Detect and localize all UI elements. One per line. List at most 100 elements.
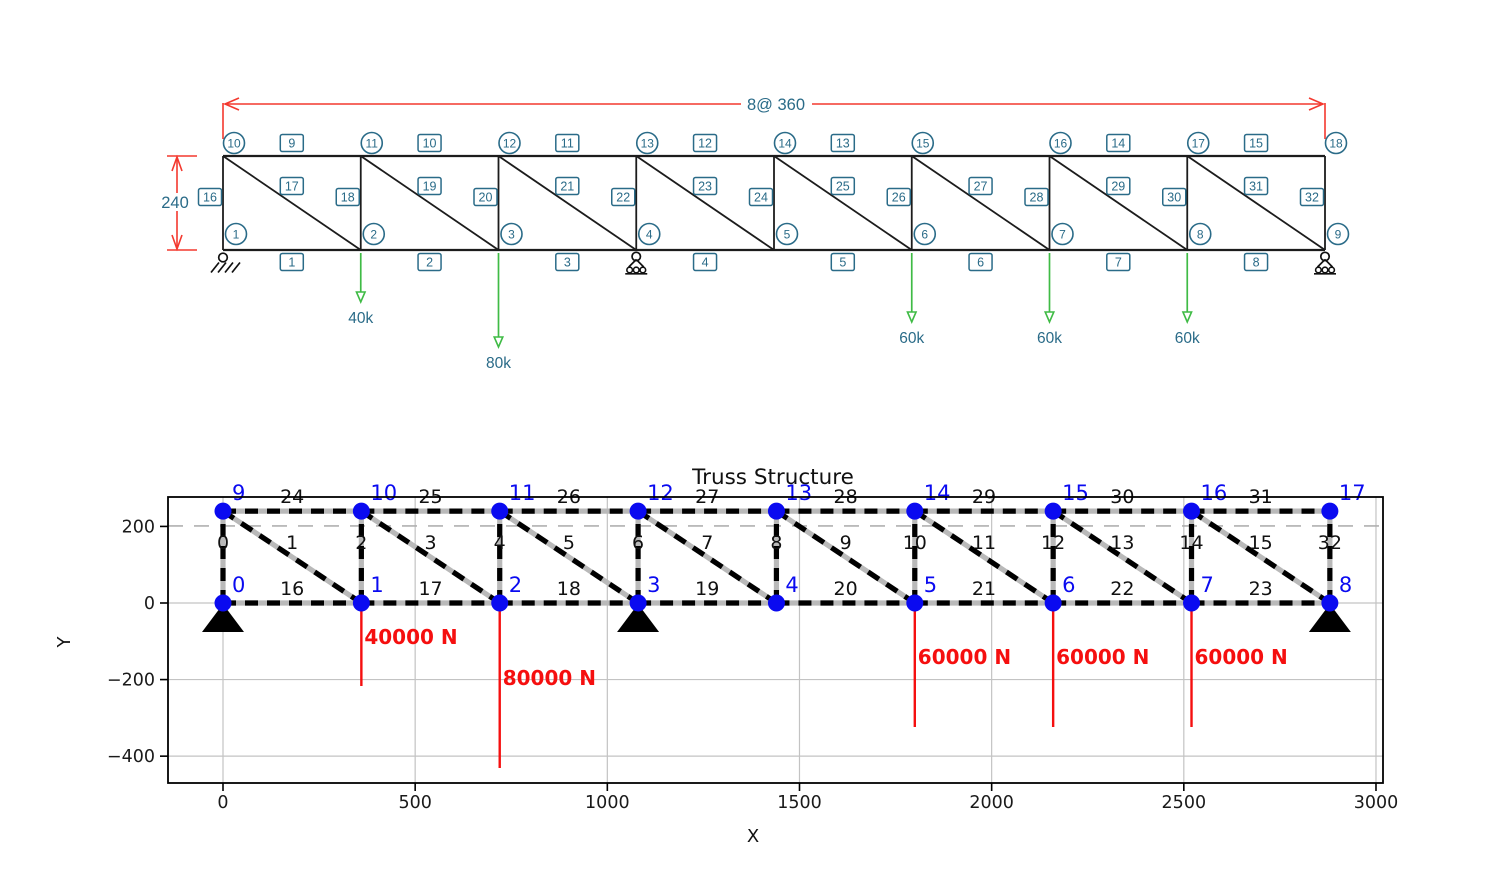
member-number: 27 [974, 180, 988, 194]
x-tick-label: 0 [217, 793, 228, 813]
member-box-icon [279, 252, 305, 272]
plot-node-dot [352, 502, 370, 520]
member-number: 2 [426, 256, 433, 270]
node-circle-icon [1186, 131, 1210, 155]
node-circle-icon [637, 222, 661, 246]
node-number: 12 [503, 137, 517, 151]
axes-frame [167, 496, 1384, 784]
plot-node-id-label: 15 [1062, 481, 1089, 505]
plot-node-id-label: 12 [647, 481, 674, 505]
diagonal-member-line [911, 155, 1051, 251]
y-axis-label: Y [54, 636, 75, 649]
node-number: 8 [1197, 228, 1204, 242]
plot-node-id-label: 17 [1339, 481, 1366, 505]
dim-arrowhead-left-icon [222, 97, 240, 111]
member-dashed-line [359, 508, 502, 606]
plot-node-id-label: 11 [509, 481, 536, 505]
member-id-label: 10 [903, 532, 927, 554]
load-arrows: 40k 80k 60k 60k 60k [348, 253, 1200, 372]
member-id-label: 5 [563, 532, 575, 554]
diagonal-member-line [1186, 155, 1326, 251]
diagonal-member-line [635, 155, 775, 251]
height-dimension-label: 240 [161, 194, 189, 212]
member-box-icon [417, 133, 442, 153]
pin-hatch-line [210, 261, 220, 274]
member-number: 3 [564, 256, 571, 270]
member-dashed-line [636, 508, 778, 606]
member-box-icon [692, 176, 718, 196]
member-number: 7 [1115, 256, 1122, 270]
member-number: 11 [561, 137, 574, 151]
plot-node-dot [214, 502, 232, 520]
plot-support-triangles [202, 604, 1351, 632]
load-magnitude-label: 60k [1175, 330, 1200, 347]
node-number: 2 [370, 228, 377, 242]
plot-node-id-label: 16 [1201, 481, 1228, 505]
plot-node-dot [491, 502, 509, 520]
plot-node-id-label: 3 [647, 573, 660, 597]
load-value-label: 80000 N [503, 666, 596, 690]
plot-node-dot [767, 594, 785, 612]
dim-arrowhead-right-icon [1308, 97, 1326, 111]
member-box-icon [1106, 252, 1131, 272]
member-number: 29 [1111, 180, 1125, 194]
node-number: 9 [1335, 228, 1342, 242]
pin-support-icon [217, 252, 229, 263]
plot-node-id-label: 0 [232, 573, 245, 597]
plot-node-dot [1183, 502, 1201, 520]
member-id-label: 16 [280, 578, 304, 600]
member-number: 28 [1030, 191, 1044, 205]
plot-node-dot [767, 502, 785, 520]
pin-hatch-line [217, 261, 227, 274]
member-box-icon [1243, 252, 1269, 272]
member-box-icon [555, 133, 580, 153]
member-box-icon [692, 133, 718, 153]
plot-node-dot [1044, 594, 1062, 612]
member-box-icon [830, 133, 856, 153]
support-triangle-icon [1308, 604, 1351, 632]
load-arrowhead-icon [492, 336, 505, 350]
member-box-icon [830, 252, 856, 272]
plot-node-dot [1183, 594, 1201, 612]
support-triangle-icon [617, 604, 660, 632]
member-box-icon [417, 252, 442, 272]
load-value-label: 40000 N [364, 625, 457, 649]
plot-node-dot [906, 594, 924, 612]
node-number: 16 [1054, 137, 1068, 151]
node-number: 18 [1329, 137, 1343, 151]
plot-node-dot [491, 594, 509, 612]
member-number: 19 [423, 180, 437, 194]
node-circle-icon [1326, 222, 1350, 246]
member-number: 31 [1249, 180, 1263, 194]
member-box-icon [886, 187, 911, 207]
member-box-icon [473, 187, 498, 207]
member-number: 26 [892, 191, 906, 205]
node-circle-icon [224, 222, 248, 246]
dim-label-background [155, 193, 197, 211]
plot-node-dot [1321, 594, 1339, 612]
member-box-icon [692, 252, 718, 272]
plot-node-dot [1321, 502, 1339, 520]
node-circle-icon [498, 131, 521, 155]
member-dashed-line [1190, 508, 1332, 606]
plot-load-lines [360, 603, 1193, 768]
member-id-label: 12 [1041, 532, 1065, 554]
member-box-icon [1243, 176, 1269, 196]
load-arrowhead-icon [906, 311, 918, 325]
plot-node-dot [629, 594, 647, 612]
member-id-label: 19 [695, 578, 719, 600]
member-id-label: 13 [1110, 532, 1134, 554]
node-number: 1 [233, 228, 240, 242]
node-number-circles: 1 2 3 4 5 6 7 8 910 11 12 13 14 15 16 17 18 [222, 131, 1350, 246]
roller-wheel-icon [1321, 266, 1329, 274]
member-id-label: 7 [701, 532, 713, 554]
x-tick-label: 500 [398, 793, 431, 813]
member-id-label: 6 [632, 532, 644, 554]
node-circle-icon [360, 131, 384, 155]
roller-leg-line [628, 258, 637, 268]
plot-nodes [214, 502, 1339, 612]
node-number: 13 [641, 137, 655, 151]
